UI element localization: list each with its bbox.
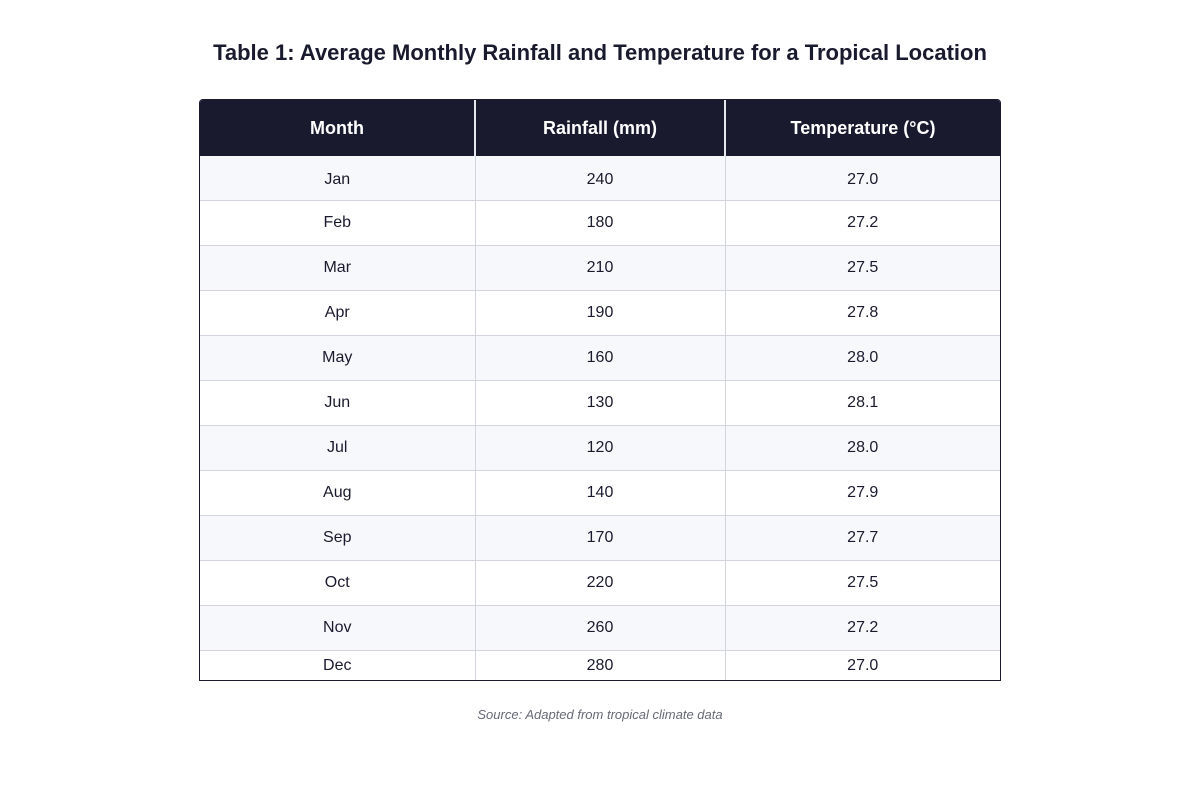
- month-cell: Oct: [200, 560, 476, 606]
- source-note: Source: Adapted from tropical climate da…: [477, 707, 723, 722]
- month-cell: Nov: [200, 605, 476, 651]
- temperature-cell: 27.2: [725, 200, 1000, 246]
- temperature-cell: 28.0: [725, 425, 1000, 471]
- column-header-temperature: Temperature (°C): [725, 100, 1000, 156]
- column-header-month: Month: [200, 100, 476, 156]
- month-cell: Sep: [200, 515, 476, 561]
- rainfall-cell: 240: [475, 156, 726, 201]
- temperature-cell: 27.0: [725, 650, 1000, 680]
- temperature-cell: 27.7: [725, 515, 1000, 561]
- rainfall-cell: 120: [475, 425, 726, 471]
- temperature-cell: 27.5: [725, 560, 1000, 606]
- table-row: May 160 28.0: [200, 335, 1000, 381]
- temperature-cell: 27.5: [725, 245, 1000, 291]
- table-row: Nov 260 27.2: [200, 605, 1000, 651]
- rainfall-cell: 140: [475, 470, 726, 516]
- month-cell: Jun: [200, 380, 476, 426]
- data-table: Month Rainfall (mm) Temperature (°C) Jan…: [199, 99, 1001, 681]
- rainfall-cell: 210: [475, 245, 726, 291]
- table-row: Apr 190 27.8: [200, 290, 1000, 336]
- temperature-cell: 27.9: [725, 470, 1000, 516]
- month-cell: Jul: [200, 425, 476, 471]
- rainfall-cell: 280: [475, 650, 726, 680]
- temperature-cell: 27.0: [725, 156, 1000, 201]
- table-row: Mar 210 27.5: [200, 245, 1000, 291]
- table-row: Oct 220 27.5: [200, 560, 1000, 606]
- temperature-cell: 28.0: [725, 335, 1000, 381]
- temperature-cell: 28.1: [725, 380, 1000, 426]
- rainfall-cell: 130: [475, 380, 726, 426]
- table-row: Dec 280 27.0: [200, 650, 1000, 680]
- month-cell: Apr: [200, 290, 476, 336]
- rainfall-cell: 260: [475, 605, 726, 651]
- month-cell: Aug: [200, 470, 476, 516]
- table-body: Jan 240 27.0 Feb 180 27.2 Mar 210 27.5 Apr 190 27.8…: [200, 156, 1000, 680]
- month-cell: Feb: [200, 200, 476, 246]
- month-cell: Mar: [200, 245, 476, 291]
- rainfall-cell: 190: [475, 290, 726, 336]
- rainfall-cell: 180: [475, 200, 726, 246]
- temperature-cell: 27.2: [725, 605, 1000, 651]
- month-cell: Dec: [200, 650, 476, 680]
- table-row: Jan 240 27.0: [200, 156, 1000, 201]
- header-row: Month Rainfall (mm) Temperature (°C): [200, 100, 1000, 156]
- table-row: Sep 170 27.7: [200, 515, 1000, 561]
- rainfall-cell: 170: [475, 515, 726, 561]
- table-row: Jun 130 28.1: [200, 380, 1000, 426]
- table-title: Table 1: Average Monthly Rainfall and Te…: [213, 40, 987, 65]
- month-cell: Jan: [200, 156, 476, 201]
- rainfall-cell: 220: [475, 560, 726, 606]
- column-header-rainfall: Rainfall (mm): [475, 100, 726, 156]
- month-cell: May: [200, 335, 476, 381]
- rainfall-cell: 160: [475, 335, 726, 381]
- table-row: Feb 180 27.2: [200, 200, 1000, 246]
- table-row: Jul 120 28.0: [200, 425, 1000, 471]
- table-row: Aug 140 27.9: [200, 470, 1000, 516]
- temperature-cell: 27.8: [725, 290, 1000, 336]
